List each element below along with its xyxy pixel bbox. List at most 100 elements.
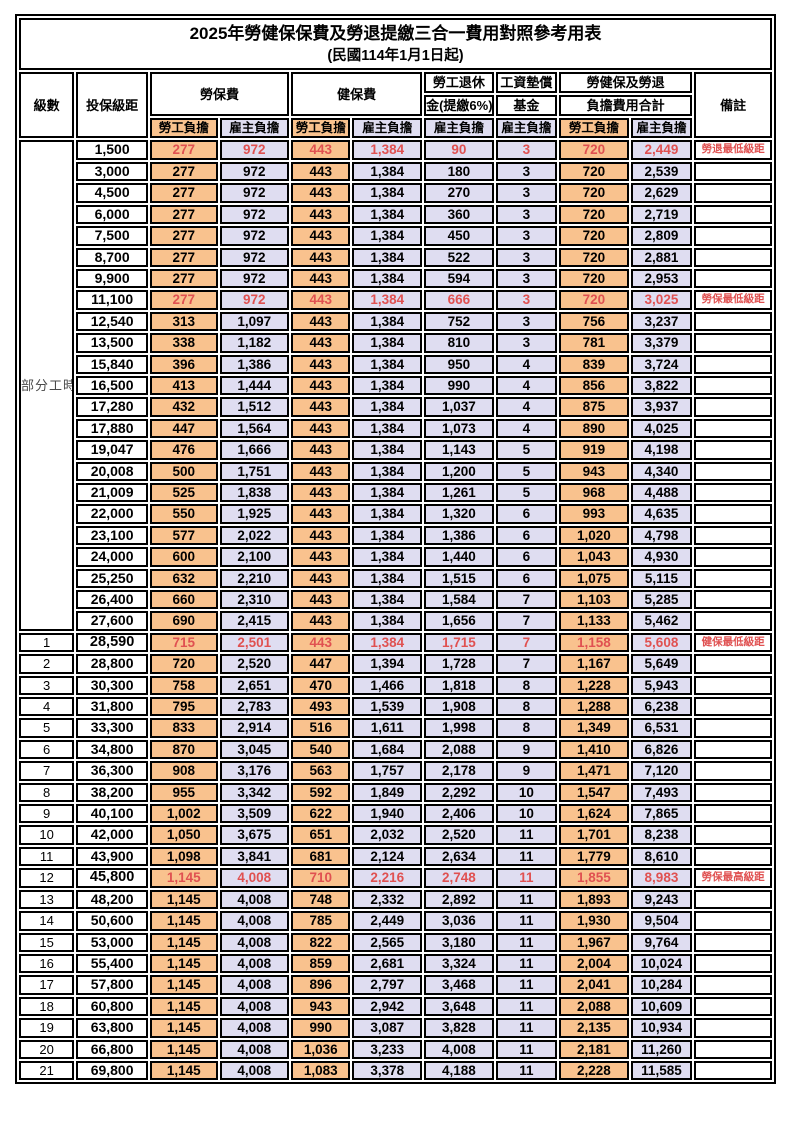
cell-health-employer: 1,384 (352, 482, 423, 503)
cell-labor-employer: 1,097 (219, 311, 290, 332)
remark-cell (694, 846, 772, 867)
cell-health-employer: 1,940 (352, 804, 423, 824)
cell-health-employer: 1,384 (352, 183, 423, 203)
cell-health-employee: 443 (291, 161, 351, 182)
cell-bracket: 31,800 (76, 697, 148, 717)
subheader-health-employee: 勞工負擔 (291, 118, 351, 139)
cell-wage-fund-employer: 7 (495, 590, 558, 610)
remark-cell (694, 953, 772, 974)
cell-total-employer: 9,243 (630, 889, 693, 910)
cell-total-employee: 839 (559, 354, 629, 374)
cell-pension-employer: 360 (424, 204, 494, 225)
subheader-labor-employer: 雇主負擔 (219, 118, 290, 139)
cell-total-employee: 1,020 (559, 525, 629, 546)
level-cell: 7 (19, 761, 75, 781)
cell-labor-employer: 972 (219, 290, 290, 310)
level-cell: 13 (19, 889, 75, 910)
cell-pension-employer: 270 (424, 183, 494, 203)
cell-pension-employer: 1,200 (424, 461, 494, 481)
cell-labor-employer: 4,008 (219, 1039, 290, 1059)
cell-health-employer: 1,849 (352, 782, 423, 803)
remark-cell (694, 547, 772, 567)
cell-health-employer: 1,384 (352, 247, 423, 267)
column-header-health-insurance: 健保費 (291, 72, 423, 117)
cell-health-employee: 443 (291, 354, 351, 374)
page-title: 2025年勞健保保費及勞退提繳三合一費用對照參考用表 (189, 24, 602, 43)
cell-health-employee: 443 (291, 611, 351, 631)
cell-labor-employee: 908 (149, 761, 218, 781)
cell-total-employer: 4,198 (630, 440, 693, 460)
cell-health-employee: 443 (291, 247, 351, 267)
cell-total-employer: 5,285 (630, 590, 693, 610)
remark-cell (694, 804, 772, 824)
cell-labor-employee: 500 (149, 461, 218, 481)
level-cell: 18 (19, 996, 75, 1017)
cell-bracket: 55,400 (76, 953, 148, 974)
cell-total-employee: 1,349 (559, 718, 629, 738)
table-row: 12 45,800 1,145 4,008 710 2,216 2,748 11 1,855 8,… (19, 868, 772, 888)
cell-bracket: 36,300 (76, 761, 148, 781)
cell-bracket: 4,500 (76, 183, 148, 203)
cell-pension-employer: 2,292 (424, 782, 494, 803)
level-cell: 20 (19, 1039, 75, 1059)
remark-cell (694, 1039, 772, 1059)
remark-cell (694, 1018, 772, 1038)
remark-cell (694, 996, 772, 1017)
cell-health-employee: 470 (291, 675, 351, 696)
cell-bracket: 33,300 (76, 718, 148, 738)
cell-health-employer: 2,216 (352, 868, 423, 888)
level-cell: 14 (19, 911, 75, 931)
cell-total-employee: 2,088 (559, 996, 629, 1017)
cell-labor-employer: 4,008 (219, 889, 290, 910)
cell-health-employer: 1,384 (352, 354, 423, 374)
table-row: 21 69,800 1,145 4,008 1,083 3,378 4,188 11 2,228… (19, 1060, 772, 1081)
cell-bracket: 28,800 (76, 654, 148, 674)
cell-wage-fund-employer: 6 (495, 525, 558, 546)
level-cell: 9 (19, 804, 75, 824)
cell-pension-employer: 1,584 (424, 590, 494, 610)
column-header-level: 級數 (19, 72, 75, 139)
cell-health-employer: 1,394 (352, 654, 423, 674)
remark-cell (694, 1060, 772, 1081)
cell-labor-employer: 4,008 (219, 911, 290, 931)
cell-bracket: 48,200 (76, 889, 148, 910)
cell-labor-employee: 277 (149, 226, 218, 246)
cell-wage-fund-employer: 10 (495, 782, 558, 803)
cell-labor-employer: 972 (219, 204, 290, 225)
cell-total-employee: 993 (559, 504, 629, 524)
remark-text: 健保最低級距 (701, 635, 765, 648)
cell-total-employee: 1,471 (559, 761, 629, 781)
cell-pension-employer: 2,892 (424, 889, 494, 910)
cell-labor-employee: 720 (149, 654, 218, 674)
remark-cell (694, 568, 772, 589)
cell-labor-employee: 432 (149, 397, 218, 417)
remark-cell (694, 397, 772, 417)
cell-total-employer: 5,943 (630, 675, 693, 696)
cell-labor-employer: 972 (219, 183, 290, 203)
table-row: 6,000 277 972 443 1,384 360 3 720 2,719 (19, 204, 772, 225)
cell-total-employer: 10,609 (630, 996, 693, 1017)
level-cell: 4 (19, 697, 75, 717)
cell-total-employer: 2,449 (630, 140, 693, 160)
column-header-remark: 備註 (694, 72, 772, 139)
cell-health-employee: 443 (291, 590, 351, 610)
remark-cell (694, 375, 772, 396)
cell-wage-fund-employer: 11 (495, 1039, 558, 1059)
cell-health-employee: 443 (291, 183, 351, 203)
cell-health-employee: 990 (291, 1018, 351, 1038)
cell-labor-employee: 1,002 (149, 804, 218, 824)
cell-bracket: 27,600 (76, 611, 148, 631)
cell-labor-employer: 2,022 (219, 525, 290, 546)
cell-total-employee: 720 (559, 204, 629, 225)
cell-health-employer: 1,384 (352, 590, 423, 610)
cell-labor-employer: 972 (219, 140, 290, 160)
cell-pension-employer: 450 (424, 226, 494, 246)
cell-labor-employee: 1,145 (149, 975, 218, 995)
cell-labor-employer: 972 (219, 247, 290, 267)
cell-pension-employer: 4,188 (424, 1060, 494, 1081)
reference-table-sheet: 2025年勞健保保費及勞退提繳三合一費用對照參考用表 (民國114年1月1日起)… (15, 14, 776, 1085)
cell-labor-employee: 277 (149, 247, 218, 267)
cell-labor-employee: 795 (149, 697, 218, 717)
cell-bracket: 23,100 (76, 525, 148, 546)
cell-health-employee: 943 (291, 996, 351, 1017)
